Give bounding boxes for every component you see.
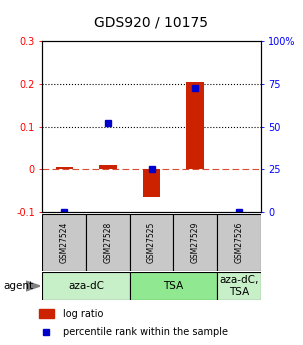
Text: GSM27525: GSM27525: [147, 222, 156, 263]
Bar: [130, 214, 173, 271]
Bar: [38, 309, 54, 318]
Text: TSA: TSA: [163, 281, 183, 291]
Bar: [42, 272, 130, 300]
Bar: [143, 169, 160, 197]
Bar: [173, 214, 217, 271]
Text: agent: agent: [3, 281, 33, 291]
Text: GSM27529: GSM27529: [191, 222, 200, 263]
Bar: [42, 214, 86, 271]
Bar: [55, 167, 73, 169]
Text: GSM27528: GSM27528: [103, 222, 112, 263]
Text: percentile rank within the sample: percentile rank within the sample: [63, 327, 228, 337]
Text: log ratio: log ratio: [63, 309, 104, 318]
Bar: [217, 272, 261, 300]
Text: GDS920 / 10175: GDS920 / 10175: [95, 16, 208, 30]
Bar: [86, 214, 130, 271]
Bar: [217, 214, 261, 271]
Bar: [186, 82, 204, 169]
Text: aza-dC: aza-dC: [68, 281, 104, 291]
Text: GSM27526: GSM27526: [234, 222, 243, 263]
Text: GSM27524: GSM27524: [60, 222, 69, 263]
Text: aza-dC,
TSA: aza-dC, TSA: [219, 275, 258, 297]
Bar: [99, 165, 117, 169]
Bar: [130, 272, 217, 300]
Polygon shape: [26, 281, 40, 291]
